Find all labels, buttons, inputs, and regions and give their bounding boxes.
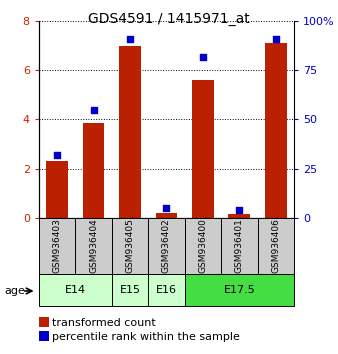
Text: GSM936404: GSM936404 [89, 219, 98, 273]
Text: E14: E14 [65, 285, 86, 295]
Point [237, 207, 242, 213]
Text: E15: E15 [120, 285, 141, 295]
Bar [148, 218, 185, 274]
Bar [221, 218, 258, 274]
Text: percentile rank within the sample: percentile rank within the sample [52, 332, 240, 342]
Bar [258, 218, 294, 274]
Bar [148, 274, 185, 306]
Bar [46, 161, 68, 218]
Bar [228, 214, 250, 218]
Text: E17.5: E17.5 [223, 285, 255, 295]
Point [164, 205, 169, 211]
Text: age: age [4, 286, 25, 296]
Point [200, 54, 206, 59]
Point [127, 36, 133, 42]
Text: GSM936401: GSM936401 [235, 218, 244, 274]
Text: GSM936405: GSM936405 [125, 218, 135, 274]
Bar [39, 218, 75, 274]
Text: transformed count: transformed count [52, 318, 156, 328]
Bar [119, 46, 141, 218]
Bar [155, 213, 177, 218]
Bar [39, 274, 112, 306]
Text: E16: E16 [156, 285, 177, 295]
Bar [112, 218, 148, 274]
Bar [265, 43, 287, 218]
Bar [75, 218, 112, 274]
Text: GSM936402: GSM936402 [162, 219, 171, 273]
Text: GSM936400: GSM936400 [198, 218, 208, 274]
Bar [82, 123, 104, 218]
Text: GSM936406: GSM936406 [271, 218, 280, 274]
Bar [185, 274, 294, 306]
Bar [39, 317, 49, 327]
Text: GDS4591 / 1415971_at: GDS4591 / 1415971_at [88, 12, 250, 27]
Bar [192, 80, 214, 218]
Text: GSM936403: GSM936403 [53, 218, 62, 274]
Bar [39, 331, 49, 341]
Point [91, 107, 96, 113]
Point [54, 152, 60, 158]
Bar [185, 218, 221, 274]
Point [273, 36, 279, 42]
Bar [112, 274, 148, 306]
